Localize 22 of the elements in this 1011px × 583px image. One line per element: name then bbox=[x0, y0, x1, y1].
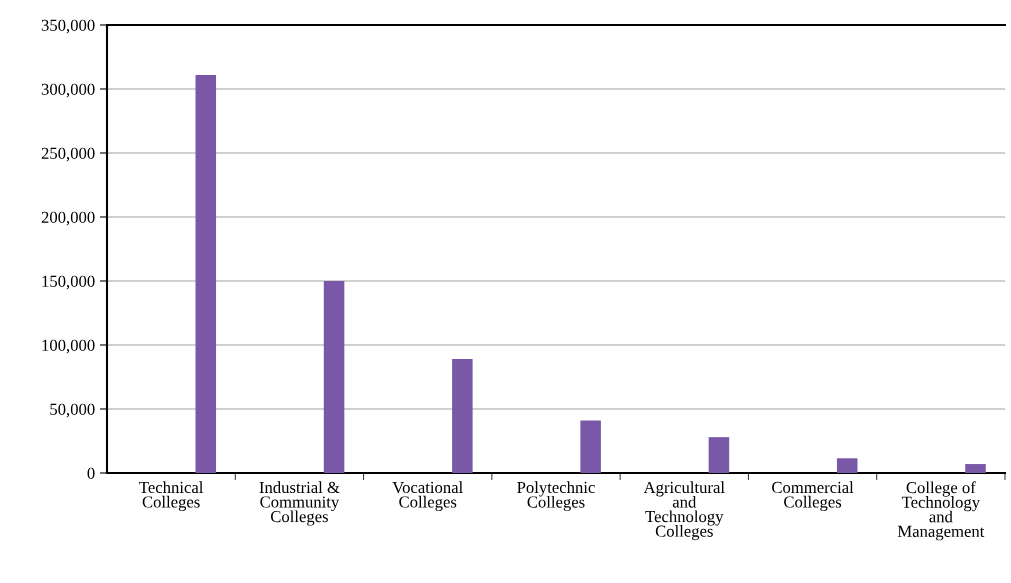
bar bbox=[452, 359, 473, 473]
bar bbox=[323, 281, 345, 473]
y-tick-label: 300,000 bbox=[41, 83, 95, 98]
bar bbox=[965, 464, 986, 473]
x-tick-label: Agricultural and Technology Colleges bbox=[643, 481, 725, 541]
x-tick-label: Polytechnic Colleges bbox=[517, 481, 595, 512]
x-tick-label: Vocational Colleges bbox=[392, 481, 463, 512]
y-tick-label: 150,000 bbox=[42, 275, 95, 290]
x-tick-label: Technical Colleges bbox=[139, 481, 204, 512]
y-tick-label: 0 bbox=[87, 467, 95, 479]
bar bbox=[836, 458, 858, 473]
y-tick-label: 350,000 bbox=[41, 19, 95, 34]
bar bbox=[708, 437, 730, 473]
y-tick-label: 50,000 bbox=[50, 403, 95, 418]
x-tick-label: Industrial & Community Colleges bbox=[259, 481, 340, 526]
bar bbox=[580, 420, 601, 473]
x-tick-label: College of Technology and Management bbox=[897, 481, 985, 541]
y-tick-label: 250,000 bbox=[41, 147, 95, 162]
bar bbox=[195, 74, 217, 473]
y-tick-label: 200,000 bbox=[41, 211, 95, 226]
x-tick-label: Commercial Colleges bbox=[772, 481, 854, 512]
y-tick-label: 100,000 bbox=[42, 339, 95, 354]
